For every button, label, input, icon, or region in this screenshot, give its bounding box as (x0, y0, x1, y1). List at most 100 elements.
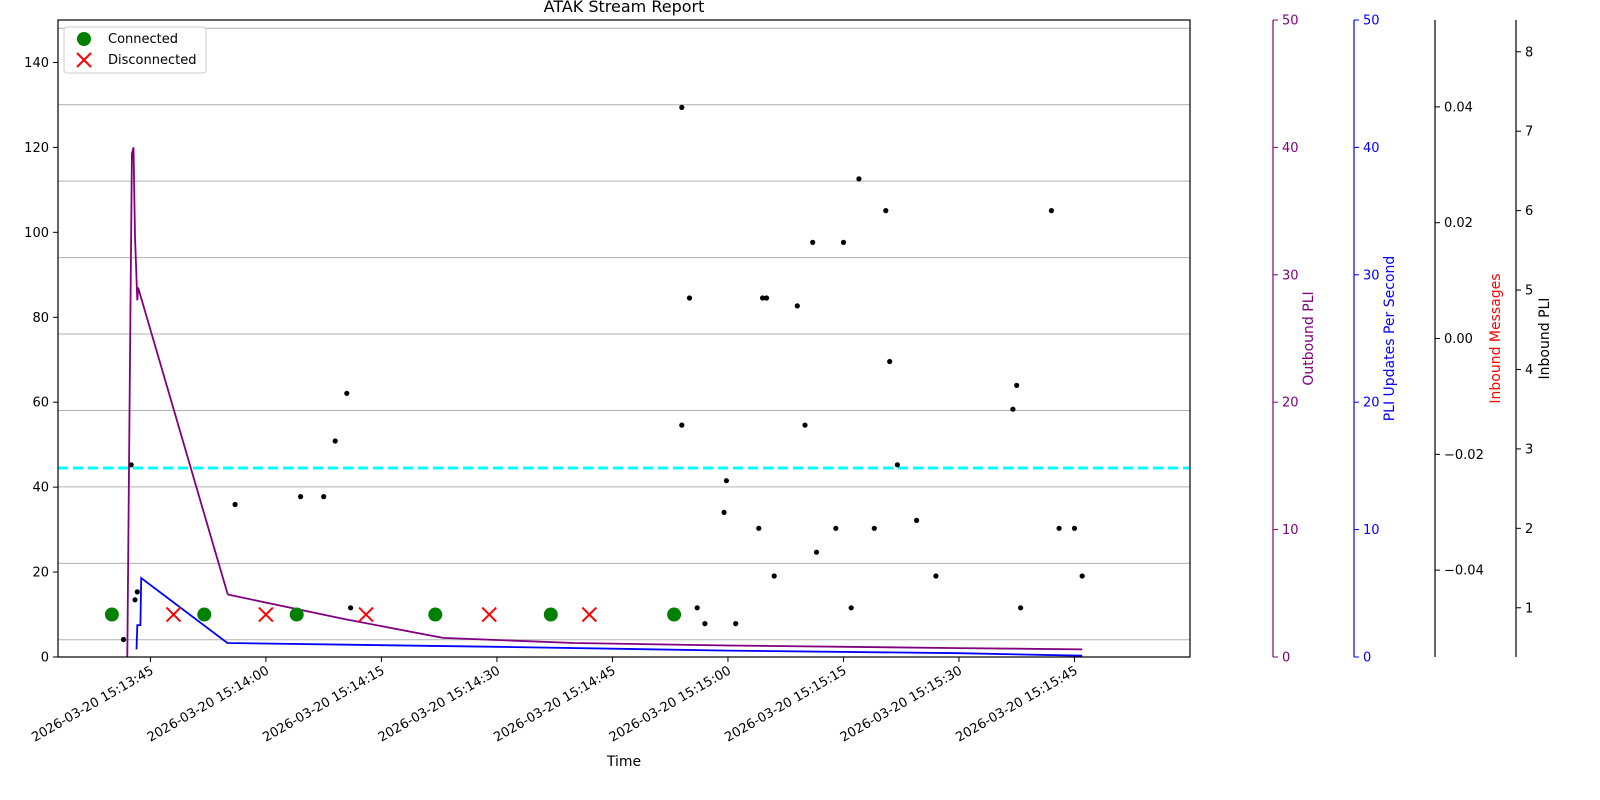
left-axis-tick-label: 40 (32, 481, 49, 496)
inbound-pli-point (848, 605, 854, 611)
x-axis-label: Time (606, 754, 641, 770)
right-axis-tick-label: −0.02 (1444, 448, 1484, 463)
legend-disconnected-label: Disconnected (108, 53, 196, 68)
inbound-pli-point (1048, 208, 1054, 214)
inbound-pli-point (1071, 525, 1078, 531)
connected-marker (543, 607, 558, 622)
right-axis-tick-label: 40 (1363, 141, 1380, 156)
inbound-pli-point (763, 295, 770, 301)
inbound-pli-point (332, 438, 338, 444)
right-axis-tick-label: 7 (1525, 125, 1533, 140)
right-axis-label: Inbound PLI (1537, 298, 1553, 380)
right-axis-tick-label: 20 (1363, 396, 1380, 411)
series-line (135, 576, 1083, 657)
inbound-pli-point (871, 525, 877, 531)
right-axis-tick-label: 30 (1282, 268, 1299, 283)
disconnected-marker (165, 606, 182, 623)
inbound-pli-point (344, 390, 350, 396)
right-axis-tick-label: 0.04 (1444, 100, 1473, 115)
connected-marker (197, 607, 212, 622)
disconnected-marker (581, 606, 598, 623)
right-axis-label: PLI Updates Per Second (1382, 256, 1398, 422)
series-line (126, 147, 1083, 658)
connected-marker (428, 607, 443, 622)
right-axis-tick-label: 0.00 (1444, 332, 1473, 347)
left-axis-tick-label: 80 (32, 311, 49, 326)
right-axis-label: Outbound PLI (1301, 291, 1317, 385)
inbound-pli-point (1056, 525, 1062, 531)
inbound-pli-point (856, 176, 862, 182)
left-axis-tick-label: 20 (32, 566, 49, 581)
right-axis-tick-label: 6 (1525, 204, 1533, 219)
right-axis-tick-label: 10 (1282, 523, 1299, 538)
x-axis-tick-label: 2026-03-20 15:13:45 (29, 663, 156, 745)
inbound-pli-point (840, 239, 847, 245)
left-axis-tick-label: 120 (24, 141, 49, 156)
x-axis-tick-label: 2026-03-20 15:15:30 (838, 663, 965, 745)
right-axis-tick-label: 10 (1363, 523, 1380, 538)
inbound-pli-point (120, 636, 127, 643)
inbound-pli-point (298, 494, 304, 500)
inbound-pli-point (232, 501, 238, 508)
right-axis-tick-label: 30 (1363, 268, 1380, 283)
right-axis-tick-label: −0.04 (1444, 564, 1484, 579)
inbound-pli-point (1018, 605, 1024, 611)
inbound-pli-point (833, 525, 839, 531)
right-axis-tick-label: 8 (1525, 45, 1533, 60)
marker-layer (104, 104, 1085, 643)
inbound-pli-point (771, 573, 777, 579)
inbound-pli-point (794, 303, 800, 309)
inbound-pli-point (894, 462, 901, 468)
chart-title: ATAK Stream Report (544, 0, 705, 16)
right-axis-tick-label: 20 (1282, 396, 1299, 411)
right-axis-tick-label: 0 (1282, 651, 1290, 666)
left-axis-tick-label: 140 (24, 56, 49, 71)
right-axis-tick-label: 3 (1525, 442, 1533, 457)
x-axis-tick-label: 2026-03-20 15:14:30 (376, 663, 503, 745)
right-axis-tick-label: 40 (1282, 141, 1299, 156)
right-axis-tick-label: 50 (1363, 14, 1380, 29)
inbound-pli-point (887, 358, 893, 365)
connected-marker (289, 607, 304, 622)
disconnected-marker (358, 606, 374, 623)
right-axis-tick-label: 0.02 (1444, 216, 1473, 231)
x-axis-tick-label: 2026-03-20 15:15:15 (722, 663, 849, 745)
legend-connected-marker (77, 32, 91, 46)
legend-disconnected-marker (76, 52, 92, 68)
series-layer (58, 147, 1190, 658)
inbound-pli-point (321, 494, 327, 500)
grid-lines (58, 27, 1190, 641)
right-axis-tick-label: 4 (1525, 363, 1533, 378)
legend: Connected Disconnected (63, 26, 207, 74)
inbound-pli-point (694, 605, 700, 611)
inbound-pli-point (723, 478, 730, 484)
connected-marker (667, 607, 682, 622)
inbound-pli-point (760, 295, 766, 301)
inbound-pli-point (813, 549, 820, 555)
x-axis-tick-label: 2026-03-20 15:14:00 (145, 663, 272, 745)
inbound-pli-point (1079, 573, 1085, 579)
right-axis-tick-label: 0 (1363, 651, 1371, 666)
x-axis-tick-label: 2026-03-20 15:14:15 (260, 663, 387, 745)
x-axis-tick-label: 2026-03-20 15:14:45 (491, 663, 618, 745)
plot-frame (57, 19, 1191, 658)
inbound-pli-point (933, 573, 939, 579)
left-axis-tick-label: 60 (32, 396, 49, 411)
inbound-pli-point (128, 462, 134, 468)
right-axis-label: Inbound Messages (1488, 273, 1504, 403)
right-axis-tick-label: 2 (1525, 522, 1533, 537)
inbound-pli-point (810, 239, 816, 245)
inbound-pli-point (721, 509, 727, 515)
left-axis-tick-label: 0 (41, 651, 49, 666)
disconnected-marker (258, 606, 274, 623)
inbound-pli-point (348, 605, 354, 611)
inbound-pli-point (702, 621, 708, 627)
inbound-pli-point (686, 295, 693, 301)
inbound-pli-point (802, 422, 808, 428)
inbound-pli-point (1010, 406, 1016, 412)
connected-marker (104, 607, 119, 622)
inbound-pli-point (134, 589, 140, 595)
right-axis-tick-label: 5 (1525, 284, 1533, 299)
inbound-pli-point (132, 597, 138, 603)
